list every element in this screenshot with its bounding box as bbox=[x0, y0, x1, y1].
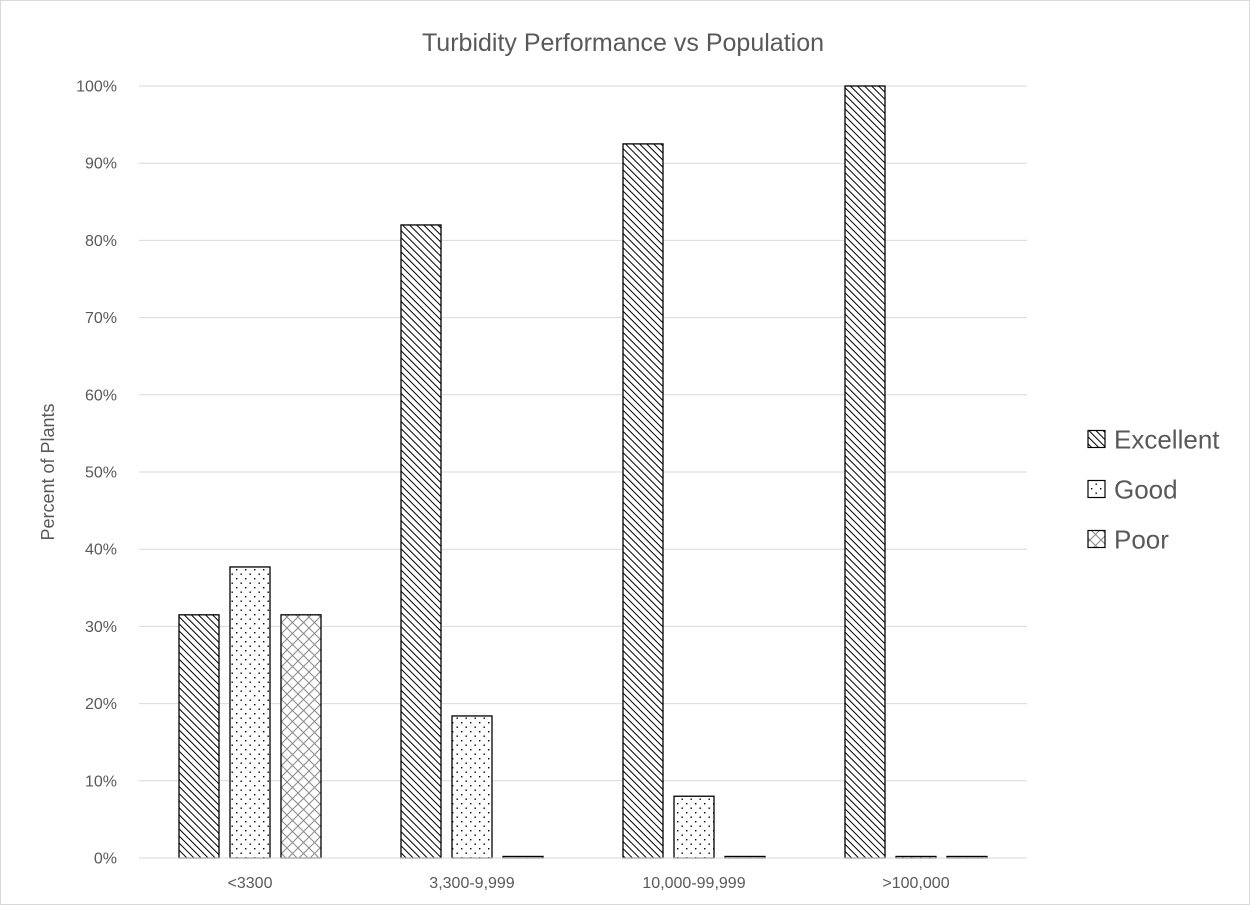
x-tick-label: 10,000-99,999 bbox=[642, 875, 745, 892]
y-tick-label: 20% bbox=[85, 696, 117, 713]
bar-good-0 bbox=[229, 566, 271, 859]
x-tick-label: <3300 bbox=[228, 875, 273, 892]
legend-label-good: Good bbox=[1114, 475, 1178, 505]
x-tick-label: 3,300-9,999 bbox=[429, 875, 515, 892]
legend-swatch-good bbox=[1087, 479, 1106, 499]
y-axis-title: Percent of Plants bbox=[38, 403, 58, 540]
x-axis-ticks: <3300 3,300-9,999 10,000-99,999 >100,000 bbox=[228, 875, 950, 892]
bar-poor-0 bbox=[280, 614, 322, 859]
x-tick-label: >100,000 bbox=[882, 875, 949, 892]
y-axis-ticks: 0% 10% 20% 30% 40% 50% 60% 70% 80% 90% 100% bbox=[76, 79, 117, 868]
bar-excellent-1 bbox=[400, 224, 442, 859]
y-tick-label: 0% bbox=[94, 851, 117, 868]
y-tick-label: 90% bbox=[85, 156, 117, 173]
chart-title: Turbidity Performance vs Population bbox=[422, 29, 824, 57]
bar-excellent-3 bbox=[844, 85, 886, 859]
y-tick-label: 10% bbox=[85, 773, 117, 790]
bar-good-2 bbox=[673, 795, 715, 859]
gridlines bbox=[139, 85, 1027, 859]
bar-excellent-2 bbox=[622, 143, 664, 859]
y-tick-label: 40% bbox=[85, 542, 117, 559]
legend-swatch-excellent bbox=[1087, 429, 1106, 449]
bar-excellent-0 bbox=[178, 614, 220, 859]
bars bbox=[178, 85, 988, 859]
y-tick-label: 30% bbox=[85, 619, 117, 636]
y-tick-label: 50% bbox=[85, 465, 117, 482]
y-tick-label: 70% bbox=[85, 310, 117, 327]
y-tick-label: 100% bbox=[76, 79, 117, 96]
bar-good-1 bbox=[451, 715, 493, 859]
legend-label-poor: Poor bbox=[1114, 525, 1169, 555]
y-tick-label: 60% bbox=[85, 387, 117, 404]
y-tick-label: 80% bbox=[85, 233, 117, 250]
legend-label-excellent: Excellent bbox=[1114, 425, 1220, 455]
legend: Excellent Good Poor bbox=[1087, 425, 1220, 555]
legend-swatch-poor bbox=[1087, 529, 1106, 549]
